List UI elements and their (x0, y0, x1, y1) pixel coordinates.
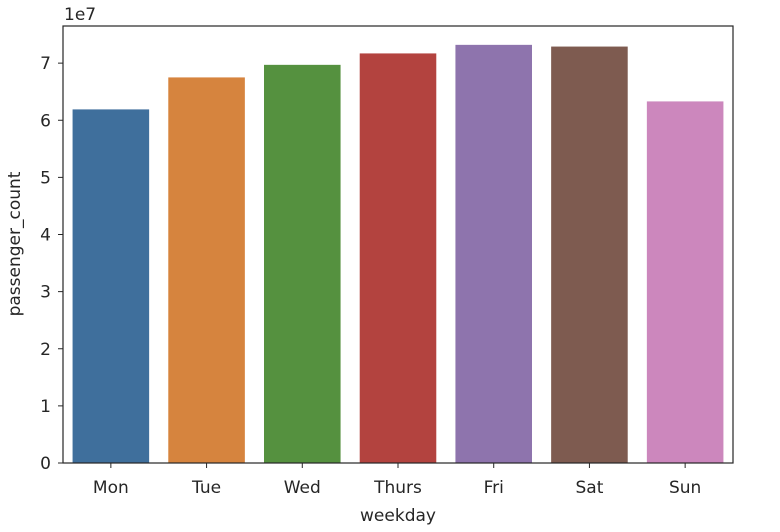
y-tick-label: 1 (40, 397, 51, 417)
bar-mon (72, 109, 150, 463)
y-axis-ticks: 0 1 2 3 4 5 6 7 (40, 54, 63, 474)
bar-wed (264, 64, 341, 463)
y-tick-label: 2 (40, 340, 51, 360)
bar-thurs (359, 53, 437, 463)
x-tick-label: Fri (484, 478, 504, 498)
bar-sat (551, 46, 628, 464)
x-tick-label: Sat (575, 478, 603, 498)
y-tick-label: 3 (40, 283, 51, 303)
x-tick-label: Wed (284, 478, 321, 498)
y-tick-label: 0 (40, 454, 51, 474)
bar-sun (646, 101, 724, 463)
x-tick-label: Thurs (373, 478, 422, 498)
y-tick-label: 4 (40, 226, 51, 246)
x-tick-label: Mon (93, 478, 129, 498)
x-axis-ticks: Mon Tue Wed Thurs Fri Sat Sun (93, 463, 701, 498)
bars-group (72, 44, 724, 464)
y-tick-label: 5 (40, 168, 51, 188)
x-tick-label: Sun (669, 478, 701, 498)
bar-fri (455, 44, 532, 463)
y-axis-offset-label: 1e7 (64, 5, 96, 25)
bar-tue (168, 77, 245, 463)
y-axis-label: passenger_count (5, 171, 25, 316)
x-tick-label: Tue (191, 478, 221, 498)
y-tick-label: 6 (40, 111, 51, 131)
x-axis-label: weekday (360, 506, 436, 526)
y-tick-label: 7 (40, 54, 51, 74)
